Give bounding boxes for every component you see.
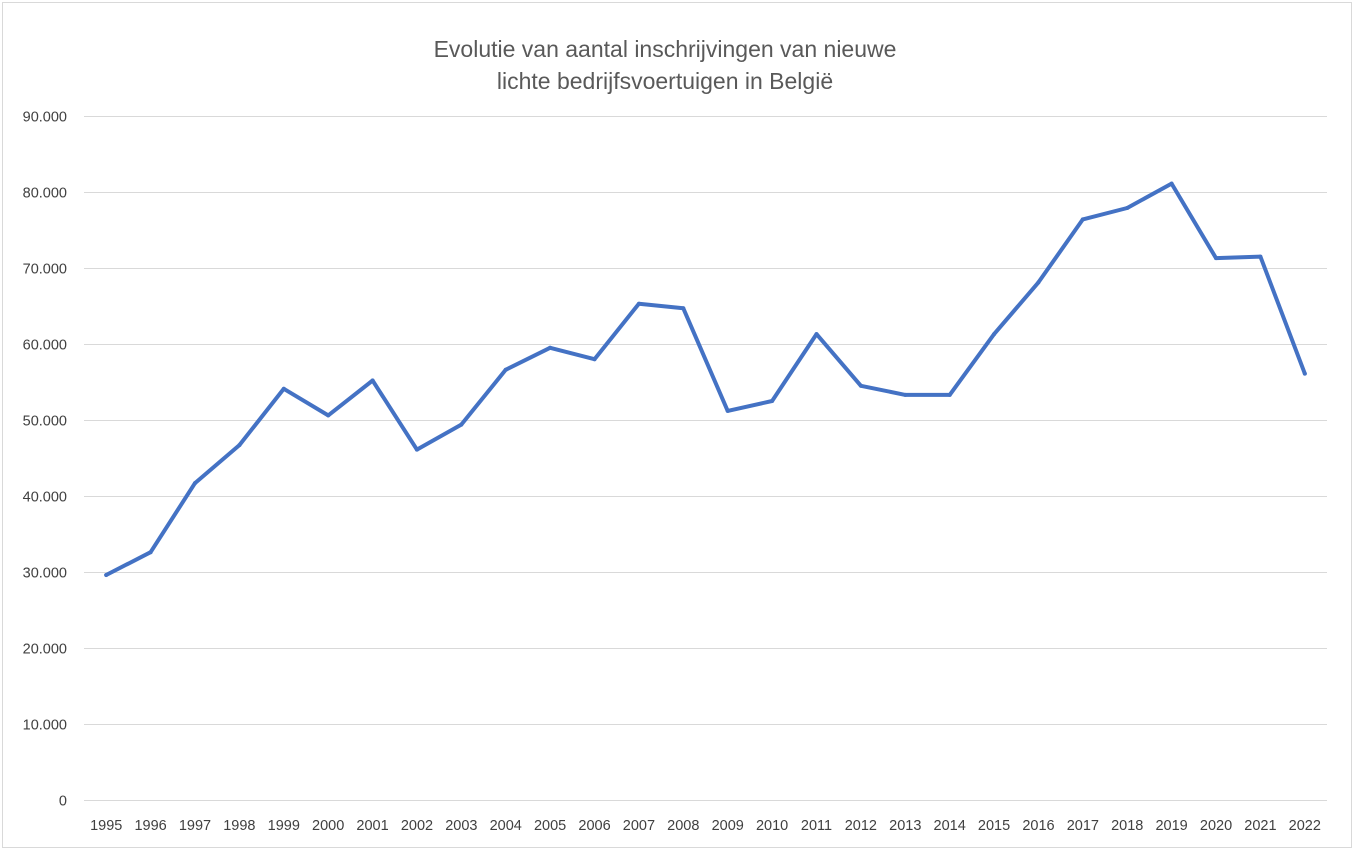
y-tick-label: 60.000 xyxy=(23,338,67,354)
x-tick-label: 2018 xyxy=(1111,818,1143,834)
x-tick-label: 2000 xyxy=(312,818,344,834)
data-point xyxy=(681,306,686,311)
x-tick-label: 2001 xyxy=(356,818,388,834)
data-point xyxy=(326,413,331,418)
x-tick-label: 2006 xyxy=(578,818,610,834)
data-point xyxy=(947,392,952,397)
data-point xyxy=(992,332,997,337)
y-tick-label: 70.000 xyxy=(23,262,67,278)
y-tick-label: 10.000 xyxy=(23,718,67,734)
data-point xyxy=(858,383,863,388)
x-tick-label: 2012 xyxy=(845,818,877,834)
chart-title: Evolutie van aantal inschrijvingen van n… xyxy=(434,36,897,94)
x-tick-label: 2019 xyxy=(1155,818,1187,834)
series-group xyxy=(104,181,1307,577)
data-point xyxy=(1036,280,1041,285)
data-point xyxy=(814,332,819,337)
x-tick-label: 2004 xyxy=(490,818,522,834)
gridlines xyxy=(84,116,1327,801)
y-tick-label: 90.000 xyxy=(23,110,67,126)
y-tick-label: 20.000 xyxy=(23,642,67,658)
data-point xyxy=(592,357,597,362)
x-tick-label: 2014 xyxy=(934,818,966,834)
y-tick-label: 50.000 xyxy=(23,414,67,430)
x-tick-label: 1998 xyxy=(223,818,255,834)
x-tick-label: 2005 xyxy=(534,818,566,834)
x-tick-label: 2022 xyxy=(1289,818,1321,834)
data-point xyxy=(1125,206,1130,210)
x-tick-label: 2009 xyxy=(712,818,744,834)
data-point xyxy=(1214,256,1218,261)
data-point xyxy=(1169,181,1174,186)
data-point xyxy=(1080,217,1085,222)
x-tick-label: 2020 xyxy=(1200,818,1232,834)
data-point xyxy=(725,408,730,413)
data-point xyxy=(903,392,908,397)
x-tick-label: 2008 xyxy=(667,818,699,834)
x-tick-label: 2011 xyxy=(801,818,832,834)
x-axis-ticks: 1995 1996 1997 1998 1999 2000 2001 2002 2003 2004… xyxy=(90,818,1321,834)
x-tick-label: 1996 xyxy=(134,818,166,834)
data-point xyxy=(193,481,197,486)
x-tick-label: 2013 xyxy=(889,818,921,834)
x-tick-label: 2010 xyxy=(756,818,788,834)
data-point xyxy=(1258,254,1263,259)
x-tick-label: 2016 xyxy=(1022,818,1054,834)
y-tick-label: 40.000 xyxy=(23,490,67,506)
chart-title-line-2: lichte bedrijfsvoertuigen in België xyxy=(497,68,833,94)
data-point xyxy=(370,378,375,383)
chart-title-line-1: Evolutie van aantal inschrijvingen van n… xyxy=(434,36,897,62)
y-tick-label: 0 xyxy=(59,794,67,810)
data-point xyxy=(237,443,242,448)
data-point xyxy=(770,399,775,403)
x-tick-label: 2003 xyxy=(445,818,477,834)
x-tick-label: 1999 xyxy=(268,818,300,834)
y-tick-label: 30.000 xyxy=(23,566,67,582)
data-point xyxy=(148,550,153,555)
data-point xyxy=(104,573,109,577)
x-tick-label: 2002 xyxy=(401,818,433,834)
series-line-1 xyxy=(104,181,1307,577)
x-tick-label: 2021 xyxy=(1244,818,1276,834)
x-tick-label: 2017 xyxy=(1067,818,1099,834)
data-point xyxy=(281,386,286,391)
data-point xyxy=(503,367,508,372)
y-tick-label: 80.000 xyxy=(23,186,67,202)
data-point xyxy=(1302,371,1307,376)
x-tick-label: 1997 xyxy=(179,818,211,834)
data-point xyxy=(548,345,553,350)
data-point xyxy=(636,301,641,306)
x-tick-label: 1995 xyxy=(90,818,122,834)
x-tick-label: 2007 xyxy=(623,818,655,834)
data-point xyxy=(459,422,464,427)
x-tick-label: 2015 xyxy=(978,818,1010,834)
data-point xyxy=(414,447,419,452)
y-axis-ticks: 0 10.000 20.000 30.000 40.000 50.000 60.000 70.… xyxy=(23,110,67,810)
